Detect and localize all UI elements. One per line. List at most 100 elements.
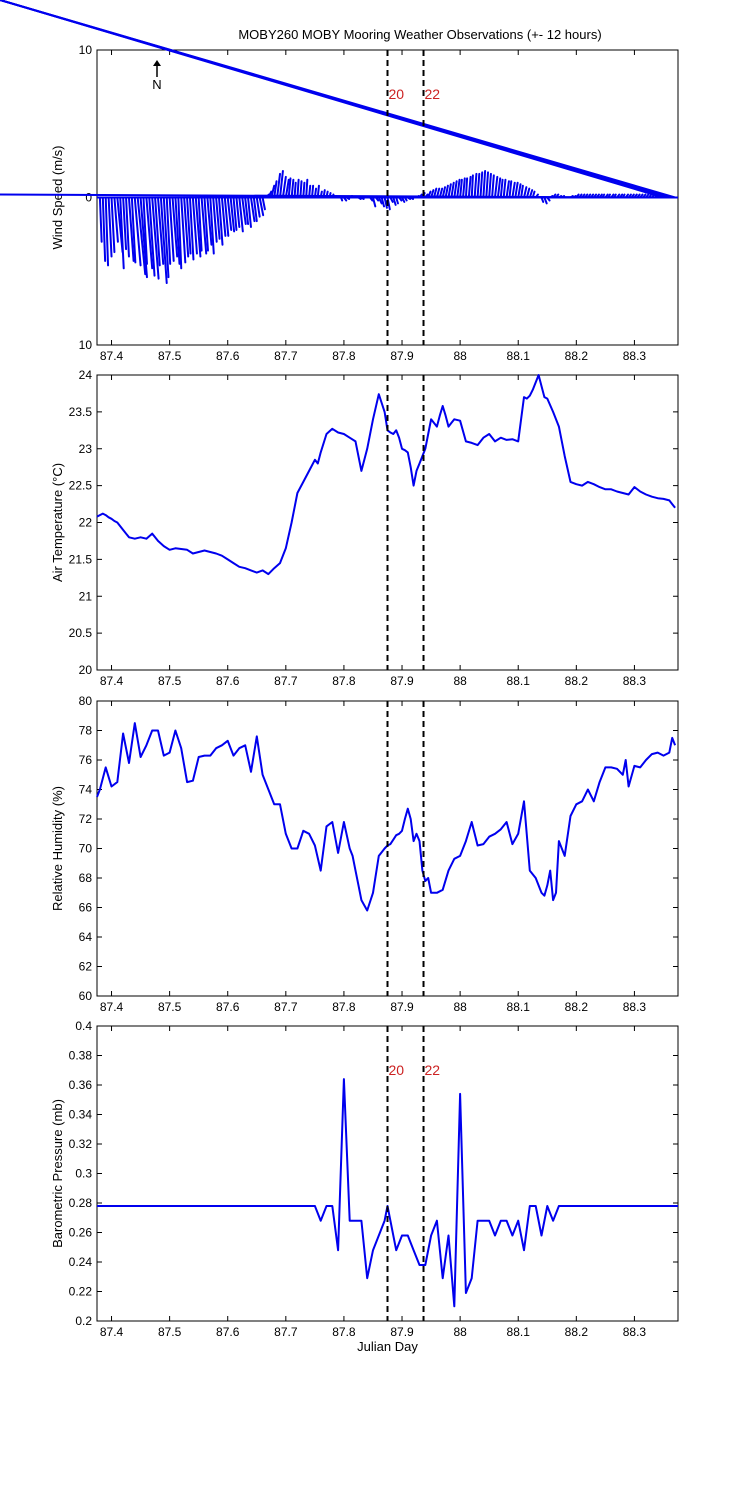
wind-vector: [299, 180, 303, 199]
wind-vector: [470, 174, 474, 199]
wind-vector: [191, 196, 198, 255]
y-axis-label: Barometric Pressure (mb): [50, 1099, 65, 1248]
y-tick-label: 62: [79, 960, 93, 974]
wind-vector: [473, 172, 478, 199]
wind-vector: [505, 180, 510, 199]
wind-vector: [462, 177, 466, 199]
x-tick-label: 87.6: [216, 349, 240, 363]
wind-vector: [502, 178, 507, 199]
wind-vector: [186, 196, 192, 255]
x-tick-label: 87.6: [216, 1000, 240, 1014]
wind-vector: [157, 196, 165, 265]
wind-vector: [110, 196, 116, 254]
wind-vector: [476, 172, 481, 199]
wind-vector: [232, 196, 238, 231]
y-axis-label: Wind Speed (m/s): [50, 145, 65, 249]
wind-vector: [520, 184, 524, 199]
wind-vector: [113, 196, 119, 243]
y-tick-label: 23.5: [69, 405, 93, 419]
y-tick-label: 24: [79, 368, 93, 382]
wind-vector: [252, 196, 258, 223]
y-tick-label: 78: [79, 724, 93, 738]
wind-vector: [284, 178, 290, 199]
wind-vector: [209, 196, 215, 255]
wind-vector: [142, 196, 148, 265]
wind-vector: [104, 196, 110, 267]
event-marker-label: 22: [425, 86, 441, 102]
x-tick-label: 87.4: [100, 349, 124, 363]
y-tick-label: 0.22: [69, 1285, 93, 1299]
wind-vector: [499, 178, 504, 199]
wind-vector: [383, 196, 388, 209]
north-indicator: N: [152, 60, 162, 92]
y-tick-label: 10: [79, 338, 93, 352]
x-tick-label: 88.2: [565, 1325, 589, 1339]
y-tick-label: 80: [79, 694, 93, 708]
wind-vector: [296, 178, 300, 199]
x-tick-label: 88: [453, 1325, 467, 1339]
x-tick-label: 87.5: [158, 349, 182, 363]
wind-vector: [235, 196, 241, 228]
y-tick-label: 23: [79, 442, 93, 456]
y-tick-label: 0.26: [69, 1226, 93, 1240]
wind-vector: [389, 196, 394, 203]
baro-series-line: [97, 1078, 678, 1308]
wind-vector: [249, 196, 256, 223]
wind-vector: [247, 196, 252, 228]
x-tick-label: 87.8: [332, 1325, 356, 1339]
wind-vector: [98, 196, 103, 243]
wind-speed-panel: N 87.4 87.5 87.6 87.7 87.8 87.9 88 88.1 88.2 88.3…: [0, 0, 679, 363]
wind-vector: [357, 196, 362, 200]
wind-vector: [197, 196, 203, 252]
wind-vector: [218, 196, 224, 246]
wind-vector: [127, 196, 135, 262]
wind-vector: [467, 175, 472, 199]
x-tick-label: 88: [453, 349, 467, 363]
wind-vector: [479, 171, 484, 199]
wind-vector: [409, 196, 415, 200]
air-series-line: [96, 374, 676, 576]
figure-title: MOBY260 MOBY Mooring Weather Observation…: [238, 27, 601, 42]
x-tick-label: 88.3: [623, 349, 647, 363]
wind-vector: [508, 180, 513, 199]
wind-vector: [517, 183, 522, 199]
wind-vector: [154, 196, 161, 267]
wind-vector: [514, 181, 519, 199]
x-tick-label: 87.9: [390, 674, 414, 688]
wind-vector: [180, 196, 187, 264]
x-tick-label: 88.1: [507, 1000, 531, 1014]
wind-vector: [360, 196, 365, 200]
x-tick-label: 87.8: [332, 1000, 356, 1014]
x-tick-label: 88: [453, 1000, 467, 1014]
wind-vector: [523, 186, 528, 199]
north-arrowhead-icon: [153, 60, 161, 66]
wind-vector: [212, 196, 218, 243]
x-tick-label: 87.7: [274, 1325, 298, 1339]
x-tick-label: 87.4: [100, 1325, 124, 1339]
y-tick-label: 22.5: [69, 479, 93, 493]
y-axis-label: Relative Humidity (%): [50, 786, 65, 911]
wind-vector: [200, 196, 208, 255]
x-tick-label: 88.2: [565, 674, 589, 688]
x-tick-label: 87.7: [274, 1000, 298, 1014]
y-tick-label: 60: [79, 989, 93, 1003]
x-tick-label: 87.7: [274, 349, 298, 363]
x-tick-label: 87.9: [390, 1325, 414, 1339]
barometric-pressure-panel: 87.4 87.5 87.6 87.7 87.8 87.9 88 88.1 88.2 88.3 0.…: [50, 1019, 679, 1354]
x-tick-label: 87.8: [332, 349, 356, 363]
y-axis-label: Air Temperature (°C): [50, 463, 65, 582]
wind-vector: [453, 180, 458, 199]
wind-vector: [392, 196, 397, 206]
wind-vector: [401, 196, 406, 203]
wind-vector: [165, 196, 172, 265]
x-tick-label: 87.5: [158, 674, 182, 688]
wind-vector: [395, 196, 399, 205]
wind-vector: [130, 196, 137, 264]
y-tick-label: 20: [79, 663, 93, 677]
y-tick-label: 0.34: [69, 1108, 93, 1122]
wind-vector: [371, 196, 377, 208]
wind-vector: [101, 196, 107, 262]
wind-vector: [340, 196, 344, 202]
wind-vector: [279, 169, 284, 199]
